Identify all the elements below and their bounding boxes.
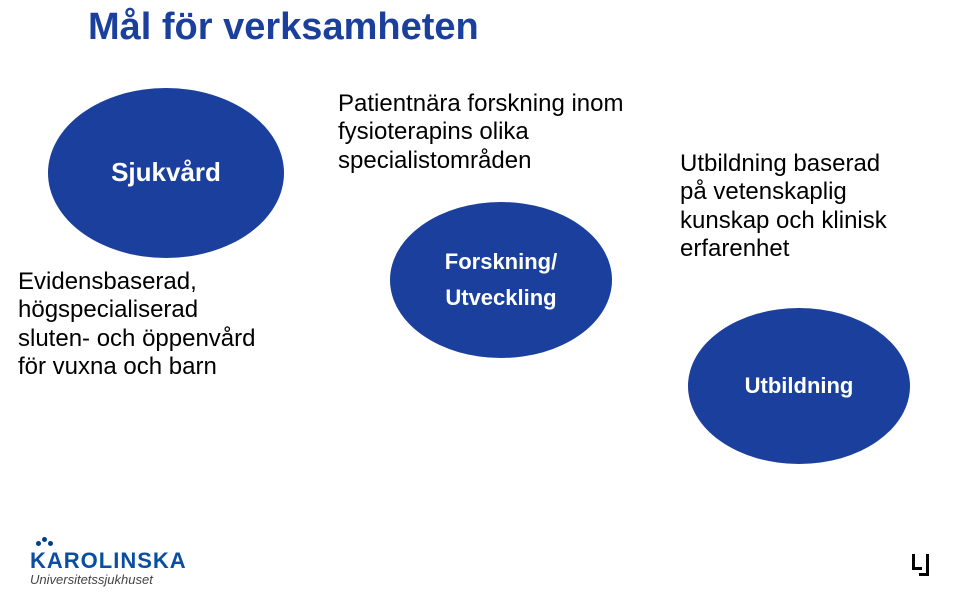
caption-evidens-l1: Evidensbaserad, [18,268,256,296]
ellipse-forskning-line2: Utveckling [445,285,556,311]
caption-evidens-l3: sluten- och öppenvård [18,325,256,353]
caption-utbildning: Utbildning baserad på vetenskaplig kunsk… [680,150,887,263]
ellipse-forskning: Forskning/ Utveckling [390,202,612,358]
ellipse-utbildning-label: Utbildning [745,373,854,399]
ellipse-forskning-line1: Forskning/ [445,249,557,275]
caption-utbildning-l1: Utbildning baserad [680,150,887,178]
ellipse-sjukvard-label: Sjukvård [111,157,221,188]
caption-evidens-l4: för vuxna och barn [18,353,256,381]
ellipse-utbildning: Utbildning [688,308,910,464]
caption-utbildning-l2: på vetenskaplig [680,178,887,206]
caption-patientnara-l1: Patientnära forskning inom [338,90,624,118]
caption-patientnara-l3: specialistområden [338,147,624,175]
caption-patientnara: Patientnära forskning inom fysioterapins… [338,90,624,175]
caption-utbildning-l4: erfarenhet [680,235,887,263]
caption-utbildning-l3: kunskap och klinisk [680,207,887,235]
ellipse-sjukvard: Sjukvård [48,88,284,258]
slide-title: Mål för verksamheten [88,6,479,49]
caption-evidens: Evidensbaserad, högspecialiserad sluten-… [18,268,256,381]
corner-mark-icon [908,552,934,583]
caption-patientnara-l2: fysioterapins olika [338,118,624,146]
brand-name: KAROLINSKA [30,548,187,574]
crown-icon [36,541,187,546]
caption-evidens-l2: högspecialiserad [18,296,256,324]
brand-subtitle: Universitetssjukhuset [30,572,187,587]
karolinska-logo: KAROLINSKA Universitetssjukhuset [30,541,187,587]
